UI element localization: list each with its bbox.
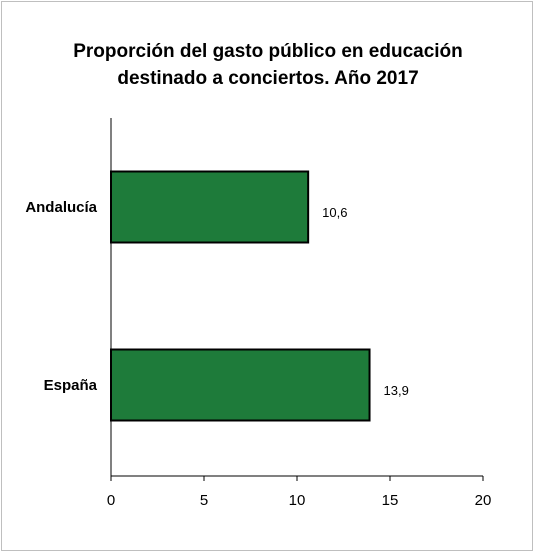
x-tick-label-1: 5 [200,492,208,509]
x-tick-label-3: 15 [382,492,399,509]
bar-0 [111,172,308,243]
value-label-1: 13,9 [384,383,409,398]
category-label-1: España [44,377,98,394]
x-tick-label-0: 0 [107,492,115,509]
x-tick-label-2: 10 [289,492,306,509]
x-tick-label-4: 20 [475,492,492,509]
category-label-0: Andalucía [25,199,97,216]
bar-1 [111,350,370,421]
value-label-0: 10,6 [322,205,347,220]
